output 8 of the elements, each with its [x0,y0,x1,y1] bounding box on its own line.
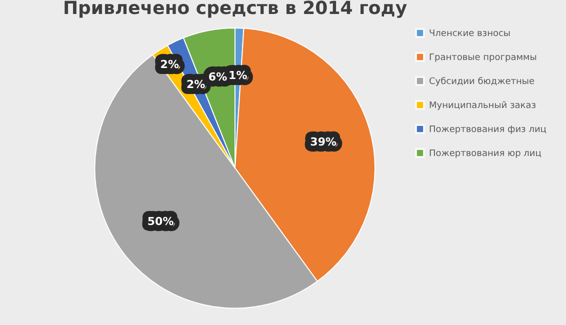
legend-label: Членские взносы [429,29,511,39]
legend-label: Субсидии бюджетные [429,77,535,87]
legend-label: Пожертвования физ лиц [429,125,546,135]
chart-title: Привлечено средств в 2014 году [62,0,408,19]
legend-label: Муниципальный заказ [429,101,536,111]
data-label: 6% [208,70,228,84]
legend-label: Грантовые программы [429,53,537,63]
legend-label: Пожертвования юр лиц [429,149,542,159]
